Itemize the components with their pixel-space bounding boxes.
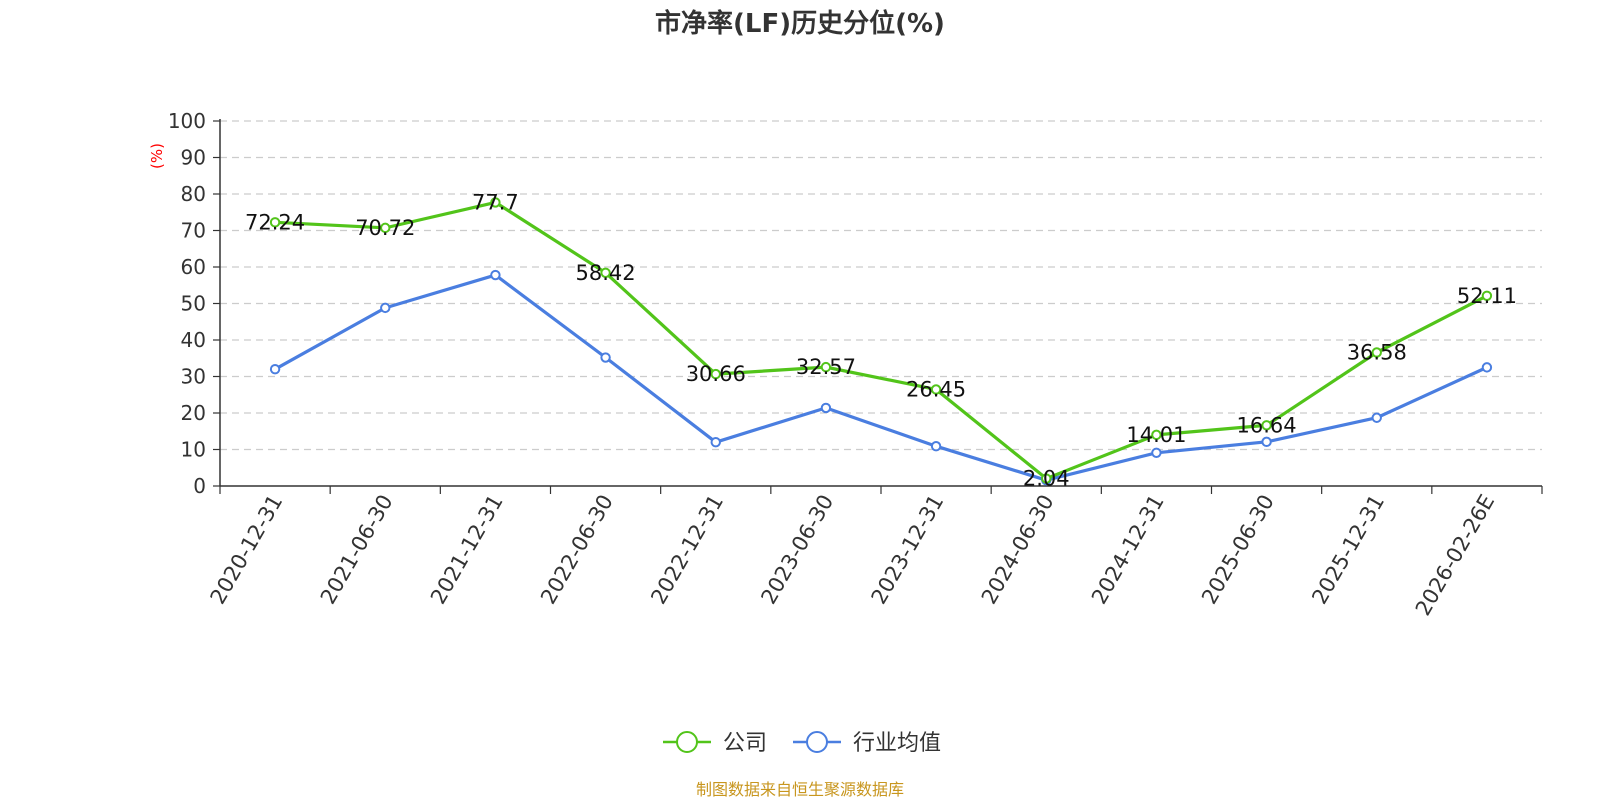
data-point[interactable]	[1481, 290, 1493, 301]
data-label: 70.72	[355, 216, 415, 240]
data-point[interactable]	[930, 384, 942, 395]
x-tick-label: 2023-06-30	[756, 491, 838, 609]
legend[interactable]: 公司 行业均值	[663, 731, 941, 756]
data-point[interactable]	[269, 364, 281, 375]
y-tick-label: 80	[181, 182, 206, 206]
data-label: 36.58	[1347, 340, 1407, 364]
data-point[interactable]	[269, 217, 281, 228]
y-tick-label: 90	[181, 146, 206, 170]
source-note: 制图数据来自恒生聚源数据库	[696, 780, 904, 799]
x-tick-label: 2023-12-31	[867, 490, 949, 608]
data-point[interactable]	[820, 402, 832, 414]
legend-label: 行业均值	[853, 731, 941, 756]
data-point[interactable]	[1041, 473, 1052, 484]
x-axis: 2020-12-31 2021-06-30 2021-12-31 2022-06-30…	[206, 485, 1543, 620]
y-tick-label: 10	[181, 438, 206, 462]
x-tick-label: 2024-12-31	[1087, 491, 1169, 609]
data-point[interactable]	[820, 361, 832, 373]
y-tick-label: 0	[193, 474, 206, 498]
x-tick-label: 2022-12-31	[646, 491, 728, 609]
data-label: 77.7	[472, 190, 519, 214]
data-label: 16.64	[1237, 413, 1297, 437]
y-tick-label: 30	[181, 365, 206, 389]
x-tick-label: 2020-12-31	[206, 491, 288, 609]
data-point[interactable]	[710, 437, 721, 448]
data-point[interactable]	[930, 441, 942, 452]
data-label: 26.45	[906, 377, 966, 401]
x-tick-label: 2025-06-30	[1197, 491, 1279, 609]
legend-item[interactable]: 行业均值	[793, 731, 941, 756]
data-label: 30.66	[686, 362, 746, 386]
data-point[interactable]	[490, 197, 501, 208]
data-point[interactable]	[1151, 429, 1162, 441]
y-axis-label: (%)	[148, 143, 166, 169]
legend-item[interactable]: 公司	[663, 731, 767, 756]
grid-lines	[220, 120, 1542, 451]
data-point[interactable]	[1261, 420, 1272, 431]
y-tick-label: 70	[181, 219, 206, 243]
data-point[interactable]	[1151, 447, 1162, 458]
y-tick-label: 100	[168, 109, 206, 133]
data-label: 72.24	[245, 210, 305, 234]
data-label: 2.04	[1023, 467, 1070, 491]
legend-marker	[806, 731, 828, 753]
series-layer	[269, 197, 1493, 486]
data-point[interactable]	[1371, 347, 1382, 358]
series-line	[275, 200, 1488, 481]
x-tick-label: 2024-06-30	[977, 491, 1059, 609]
legend-label: 公司	[723, 731, 767, 756]
x-tick-label: 2025-12-31	[1307, 491, 1389, 609]
data-point[interactable]	[600, 267, 611, 278]
x-tick-label: 2021-12-31	[426, 490, 508, 608]
x-tick-label: 2021-06-30	[316, 491, 398, 609]
data-label: 58.42	[576, 261, 636, 285]
data-labels: 72.24 70.72 77.7 58.42 30.66 32.57 26.45 2.04 14…	[245, 190, 1517, 490]
legend-marker	[676, 731, 698, 753]
data-label: 32.57	[796, 355, 856, 379]
data-point[interactable]	[1481, 362, 1493, 373]
data-point[interactable]	[380, 302, 391, 314]
x-tick-label: 2022-06-30	[536, 491, 618, 609]
data-point[interactable]	[600, 352, 611, 363]
y-tick-label: 20	[181, 401, 206, 425]
data-point[interactable]	[710, 368, 721, 380]
series-line	[274, 273, 1488, 482]
y-tick-label: 60	[181, 255, 206, 279]
data-point[interactable]	[380, 222, 391, 234]
y-axis: 0 10 20 30 40 50 60 70 80 90 100	[168, 109, 221, 498]
chart-title: 市净率(LF)历史分位(%)	[655, 8, 945, 39]
data-point[interactable]	[1261, 436, 1272, 448]
data-label: 14.01	[1126, 423, 1186, 447]
y-tick-label: 50	[181, 292, 206, 316]
data-point[interactable]	[490, 269, 501, 281]
x-tick-label: 2026-02-26E	[1411, 491, 1499, 620]
data-point[interactable]	[1371, 412, 1382, 423]
data-label: 52.11	[1457, 284, 1517, 308]
y-tick-label: 40	[181, 328, 206, 352]
